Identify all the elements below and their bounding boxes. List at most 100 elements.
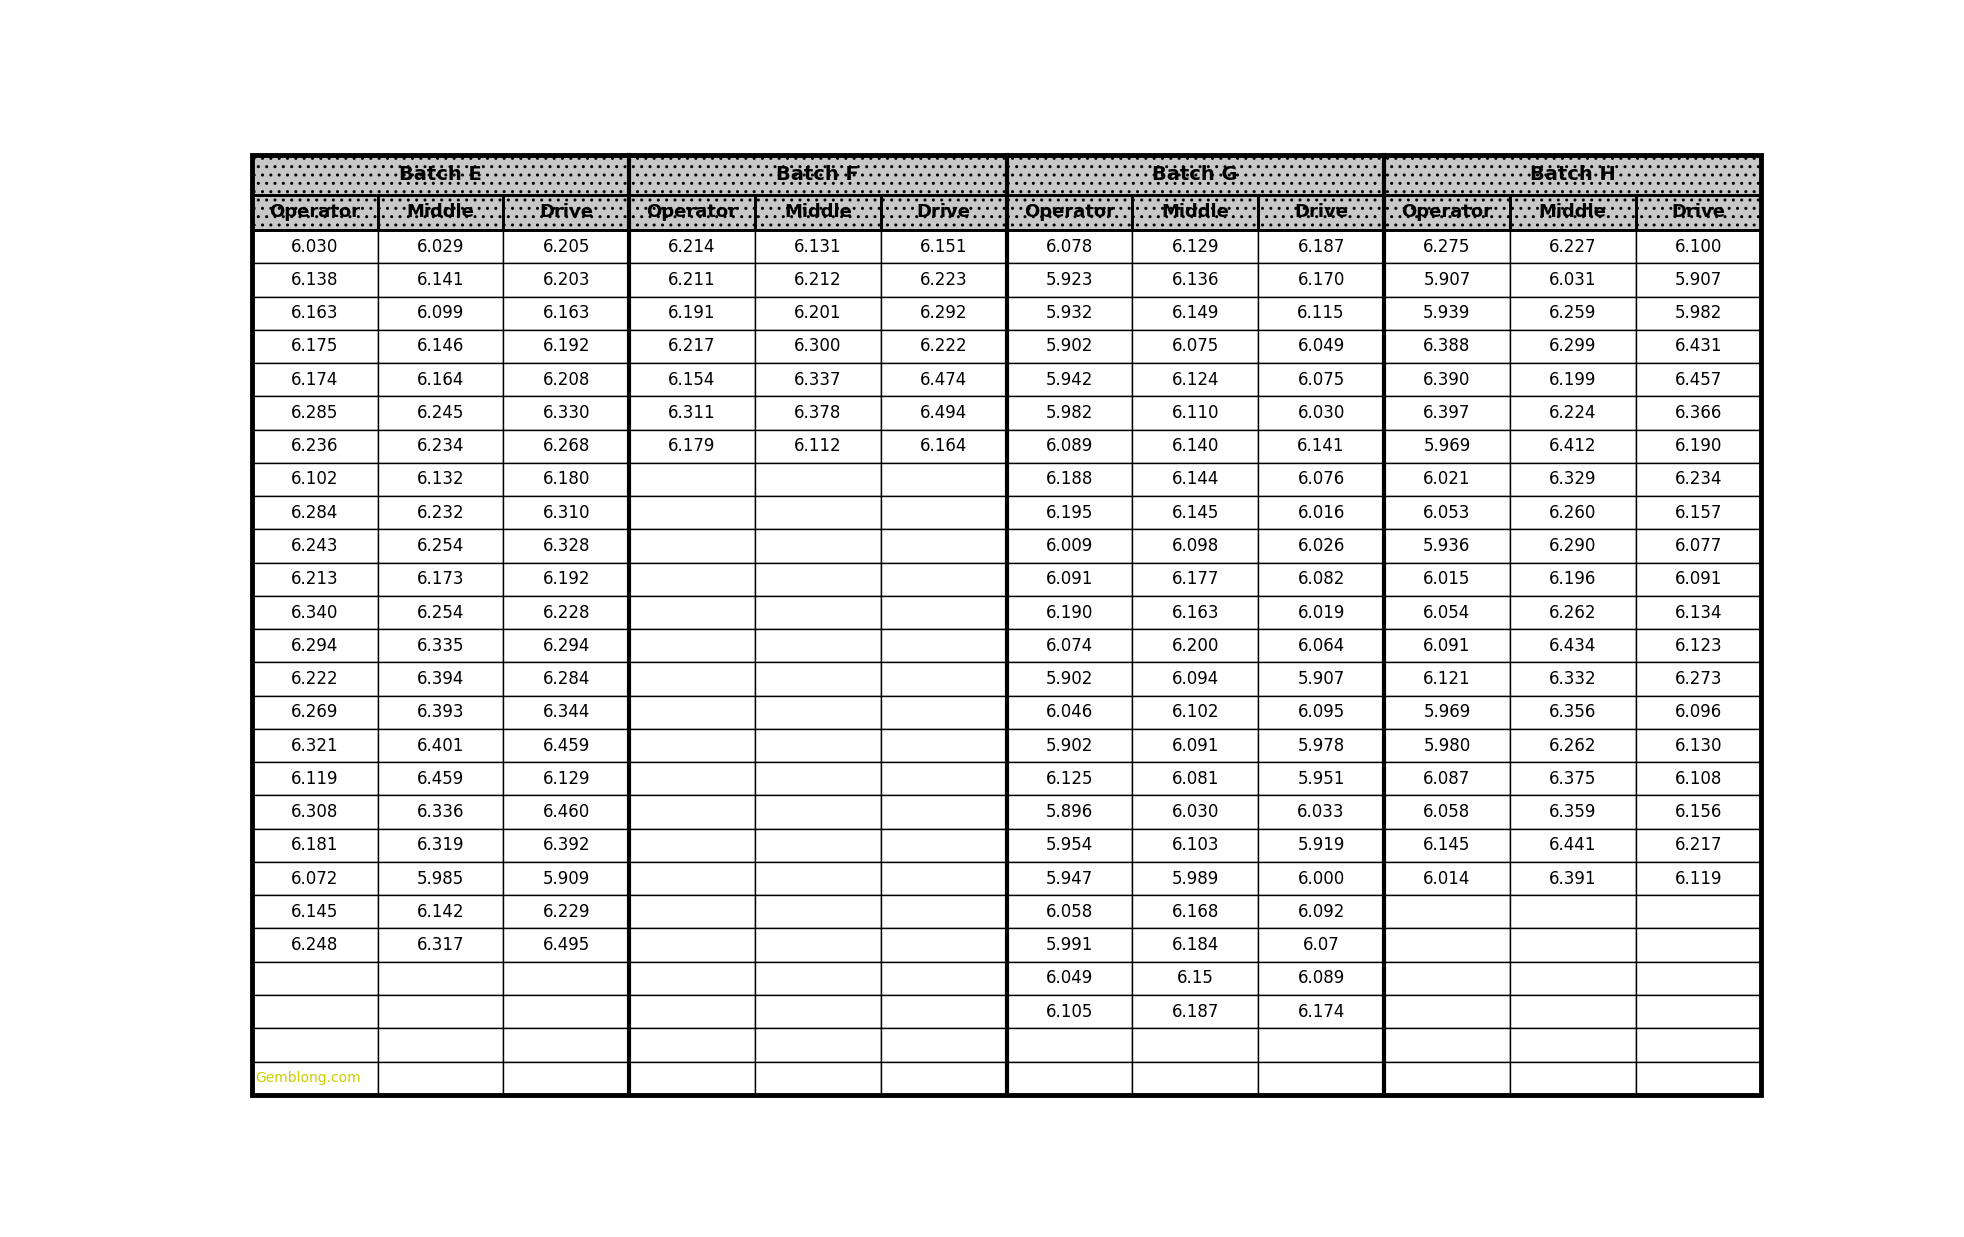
Bar	[503, 194, 628, 230]
Text: 5.978: 5.978	[1298, 736, 1345, 755]
Bar	[1259, 496, 1385, 529]
Bar	[880, 729, 1008, 762]
Text: 6.378: 6.378	[793, 404, 841, 422]
Bar	[251, 429, 377, 463]
Bar	[251, 695, 377, 729]
Text: 6.141: 6.141	[1298, 437, 1345, 455]
Bar	[1259, 995, 1385, 1028]
Bar	[1008, 795, 1133, 829]
Bar	[1259, 596, 1385, 630]
Text: 6.184: 6.184	[1173, 936, 1220, 954]
Text: 6.494: 6.494	[919, 404, 968, 422]
Bar	[1133, 663, 1259, 695]
Bar	[1133, 230, 1259, 263]
Bar	[628, 496, 754, 529]
Bar	[1510, 630, 1636, 663]
Text: Middle: Middle	[407, 203, 475, 221]
Text: 6.388: 6.388	[1424, 338, 1471, 355]
Text: 6.030: 6.030	[1298, 404, 1345, 422]
Bar	[628, 263, 754, 297]
Text: 6.457: 6.457	[1675, 371, 1722, 388]
Text: 6.014: 6.014	[1424, 870, 1471, 888]
Bar	[251, 563, 377, 596]
Text: 6.115: 6.115	[1298, 304, 1345, 322]
Text: 6.208: 6.208	[542, 371, 589, 388]
Bar	[1510, 563, 1636, 596]
Text: 6.091: 6.091	[1424, 637, 1471, 654]
Bar	[251, 396, 377, 429]
Bar	[1259, 729, 1385, 762]
Text: 6.075: 6.075	[1298, 371, 1345, 388]
Text: 6.392: 6.392	[542, 836, 589, 855]
Text: 6.390: 6.390	[1424, 371, 1471, 388]
Bar	[628, 663, 754, 695]
Text: 6.356: 6.356	[1550, 704, 1597, 721]
Bar	[251, 795, 377, 829]
Bar	[1008, 429, 1133, 463]
Text: 6.205: 6.205	[542, 238, 589, 256]
Text: Gemblong.com: Gemblong.com	[255, 1071, 361, 1085]
Text: 6.234: 6.234	[416, 437, 464, 455]
Text: 6.284: 6.284	[542, 670, 589, 688]
Text: 6.199: 6.199	[1550, 371, 1597, 388]
Bar	[880, 496, 1008, 529]
Bar	[1510, 1061, 1636, 1095]
Bar	[377, 961, 503, 995]
Bar	[754, 463, 880, 496]
Bar	[880, 961, 1008, 995]
Bar	[1510, 961, 1636, 995]
Text: 6.336: 6.336	[416, 803, 464, 821]
Text: 6.412: 6.412	[1550, 437, 1597, 455]
Text: 6.170: 6.170	[1298, 271, 1345, 289]
Bar	[1385, 596, 1510, 630]
Bar	[1259, 829, 1385, 862]
Bar	[754, 1028, 880, 1061]
Bar	[377, 695, 503, 729]
Text: 6.217: 6.217	[668, 338, 715, 355]
Bar	[1133, 263, 1259, 297]
Text: 6.375: 6.375	[1550, 769, 1597, 788]
Bar	[1636, 663, 1762, 695]
Bar	[880, 194, 1008, 230]
Text: 6.129: 6.129	[1171, 238, 1220, 256]
Text: 6.164: 6.164	[919, 437, 968, 455]
Bar	[1133, 496, 1259, 529]
Bar	[251, 596, 377, 630]
Bar	[503, 230, 628, 263]
Bar	[1133, 995, 1259, 1028]
Bar	[1385, 1028, 1510, 1061]
Bar	[251, 896, 377, 929]
Text: 6.163: 6.163	[1171, 604, 1220, 621]
Bar	[503, 961, 628, 995]
Bar	[1510, 729, 1636, 762]
Text: 6.259: 6.259	[1550, 304, 1597, 322]
Bar	[628, 563, 754, 596]
Text: 5.936: 5.936	[1424, 537, 1471, 555]
Bar	[628, 155, 1006, 194]
Text: 6.089: 6.089	[1298, 970, 1345, 987]
Text: Drive: Drive	[917, 203, 970, 221]
Bar	[754, 194, 880, 230]
Bar	[1385, 1061, 1510, 1095]
Text: 6.248: 6.248	[291, 936, 338, 954]
Bar	[1385, 194, 1510, 230]
Bar	[628, 194, 754, 230]
Bar	[1133, 364, 1259, 396]
Bar	[880, 762, 1008, 795]
Bar	[1385, 230, 1510, 263]
Bar	[880, 929, 1008, 961]
Bar	[1636, 596, 1762, 630]
Text: 6.091: 6.091	[1173, 736, 1220, 755]
Bar	[1385, 263, 1510, 297]
Text: 6.201: 6.201	[793, 304, 843, 322]
Bar	[1259, 396, 1385, 429]
Text: 6.359: 6.359	[1550, 803, 1597, 821]
Text: 6.000: 6.000	[1298, 870, 1345, 888]
Bar	[1008, 463, 1133, 496]
Bar	[1259, 862, 1385, 896]
Text: Operator: Operator	[1402, 203, 1493, 221]
Bar	[1259, 1061, 1385, 1095]
Bar	[503, 330, 628, 364]
Text: 6.187: 6.187	[1173, 1003, 1220, 1021]
Text: 5.969: 5.969	[1424, 704, 1471, 721]
